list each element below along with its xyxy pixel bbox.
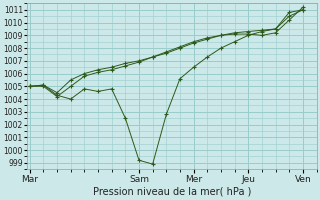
X-axis label: Pression niveau de la mer( hPa ): Pression niveau de la mer( hPa )	[92, 187, 251, 197]
